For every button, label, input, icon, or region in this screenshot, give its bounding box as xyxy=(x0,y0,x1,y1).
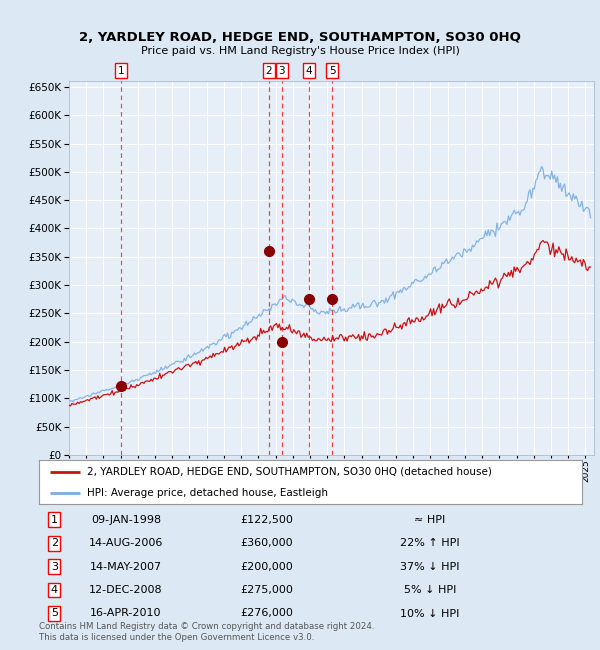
Text: 4: 4 xyxy=(50,585,58,595)
Text: 14-MAY-2007: 14-MAY-2007 xyxy=(90,562,162,571)
Text: 14-AUG-2006: 14-AUG-2006 xyxy=(89,538,163,548)
Text: 5% ↓ HPI: 5% ↓ HPI xyxy=(404,585,456,595)
Text: 2, YARDLEY ROAD, HEDGE END, SOUTHAMPTON, SO30 0HQ (detached house): 2, YARDLEY ROAD, HEDGE END, SOUTHAMPTON,… xyxy=(87,467,491,477)
Text: 22% ↑ HPI: 22% ↑ HPI xyxy=(400,538,460,548)
Text: 37% ↓ HPI: 37% ↓ HPI xyxy=(400,562,460,571)
Text: HPI: Average price, detached house, Eastleigh: HPI: Average price, detached house, East… xyxy=(87,488,328,498)
Text: £275,000: £275,000 xyxy=(241,585,293,595)
Text: 5: 5 xyxy=(51,608,58,618)
Text: ≈ HPI: ≈ HPI xyxy=(415,515,446,525)
Text: 2: 2 xyxy=(266,66,272,75)
Text: 16-APR-2010: 16-APR-2010 xyxy=(90,608,161,618)
Text: Price paid vs. HM Land Registry's House Price Index (HPI): Price paid vs. HM Land Registry's House … xyxy=(140,46,460,56)
Text: 12-DEC-2008: 12-DEC-2008 xyxy=(89,585,163,595)
Text: 09-JAN-1998: 09-JAN-1998 xyxy=(91,515,161,525)
Text: £200,000: £200,000 xyxy=(241,562,293,571)
Text: £276,000: £276,000 xyxy=(241,608,293,618)
Text: 1: 1 xyxy=(51,515,58,525)
Text: 5: 5 xyxy=(329,66,335,75)
Text: 1: 1 xyxy=(118,66,124,75)
Text: Contains HM Land Registry data © Crown copyright and database right 2024.
This d: Contains HM Land Registry data © Crown c… xyxy=(39,622,374,642)
Text: £360,000: £360,000 xyxy=(241,538,293,548)
Text: 2, YARDLEY ROAD, HEDGE END, SOUTHAMPTON, SO30 0HQ: 2, YARDLEY ROAD, HEDGE END, SOUTHAMPTON,… xyxy=(79,31,521,44)
Text: 4: 4 xyxy=(306,66,313,75)
Text: £122,500: £122,500 xyxy=(241,515,293,525)
Text: 2: 2 xyxy=(50,538,58,548)
Text: 10% ↓ HPI: 10% ↓ HPI xyxy=(400,608,460,618)
Text: 3: 3 xyxy=(278,66,285,75)
Text: 3: 3 xyxy=(51,562,58,571)
